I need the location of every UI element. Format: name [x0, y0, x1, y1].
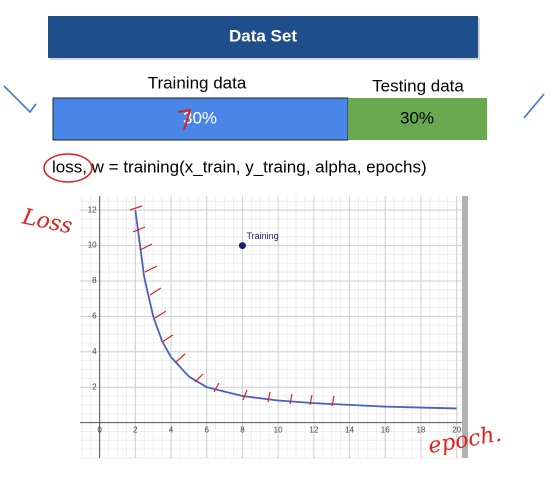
annotation-loss: Loss — [19, 204, 75, 239]
plot-area — [80, 196, 462, 458]
y-tick-label: 6 — [92, 311, 97, 320]
x-tick-label: 6 — [205, 426, 210, 435]
annotation-slash — [3, 85, 37, 114]
annotation-slash — [523, 93, 545, 119]
train-bar — [52, 97, 349, 141]
y-tick-label: 2 — [92, 382, 97, 391]
test-bar — [348, 98, 487, 140]
x-tick-label: 18 — [416, 426, 425, 435]
y-tick-label: 12 — [88, 205, 97, 214]
x-tick-label: 14 — [345, 426, 354, 435]
y-tick-label: 8 — [92, 276, 97, 285]
annotation-ticks — [129, 205, 335, 407]
loss-curve — [134, 210, 457, 410]
train-value: 30% — [183, 108, 217, 127]
x-tick-label: 16 — [381, 426, 390, 435]
plot-shadow — [462, 196, 468, 458]
code-line: loss, w = training(x_train, y_traing, al… — [52, 157, 427, 176]
header-title: Data Set — [229, 26, 297, 45]
plot: 0246810121416182024681012Training — [80, 196, 462, 459]
x-tick-label: 10 — [274, 426, 283, 435]
x-tick-label: 8 — [240, 426, 245, 435]
point-label: Training — [246, 231, 278, 241]
point — [238, 242, 246, 250]
annotation-seven — [177, 108, 192, 131]
x-tick-label: 12 — [309, 426, 318, 435]
test-label: Testing data — [372, 76, 464, 95]
x-tick-label: 20 — [452, 426, 461, 435]
x-tick-label: 2 — [133, 426, 138, 435]
x-tick-label: 4 — [169, 426, 174, 435]
y-tick-label: 4 — [92, 347, 97, 356]
test-value: 30% — [400, 108, 434, 127]
train-label: Training data — [148, 73, 247, 92]
annotation-circle — [43, 153, 93, 183]
y-tick-label: 10 — [88, 241, 97, 250]
header-bar — [48, 16, 478, 58]
